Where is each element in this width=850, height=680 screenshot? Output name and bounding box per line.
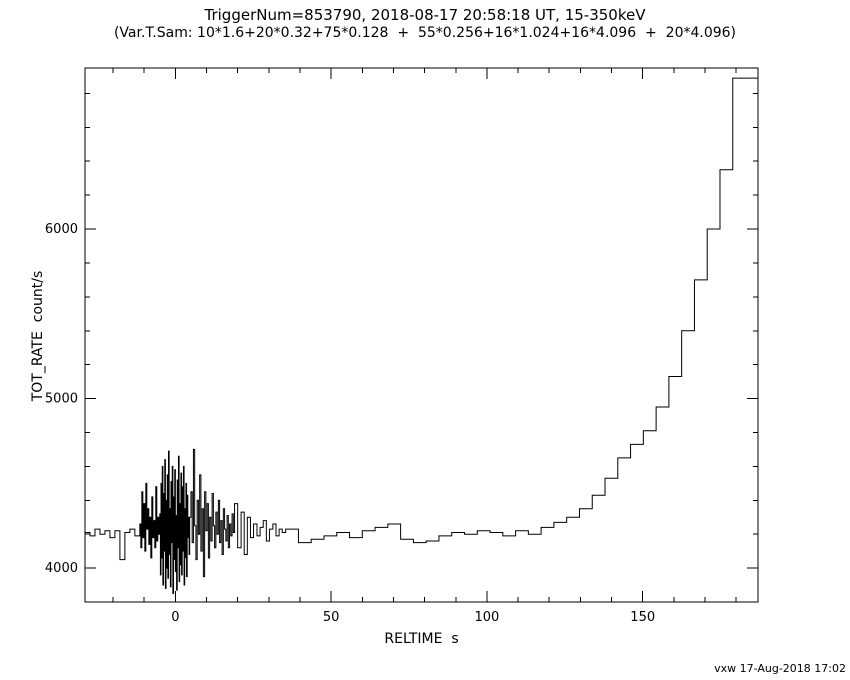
y-tick-label: 6000 (45, 222, 78, 237)
axis-ticks (85, 68, 758, 602)
x-tick-label: 150 (630, 610, 655, 625)
lightcurve-series (85, 77, 758, 595)
x-axis-label: RELTIME s (384, 631, 459, 647)
x-tick-label: 0 (171, 610, 179, 625)
credit-text: vxw 17-Aug-2018 17:02 (714, 662, 846, 675)
x-tick-label: 50 (323, 610, 340, 625)
x-tick-label: 100 (475, 610, 500, 625)
tick-labels: 0 50 100 150 4000 5000 6000 (45, 222, 655, 625)
plot-title: TriggerNum=853790, 2018-08-17 20:58:18 U… (204, 6, 646, 24)
y-tick-label: 5000 (45, 392, 78, 407)
plot-frame (84, 67, 759, 603)
y-tick-label: 4000 (45, 561, 78, 576)
plot-subtitle: (Var.T.Sam: 10*1.6+20*0.32+75*0.128 + 55… (113, 25, 737, 41)
